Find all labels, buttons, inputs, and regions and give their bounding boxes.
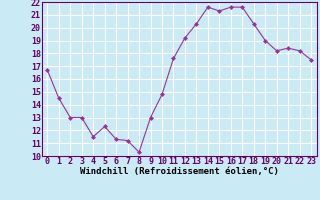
X-axis label: Windchill (Refroidissement éolien,°C): Windchill (Refroidissement éolien,°C) — [80, 167, 279, 176]
